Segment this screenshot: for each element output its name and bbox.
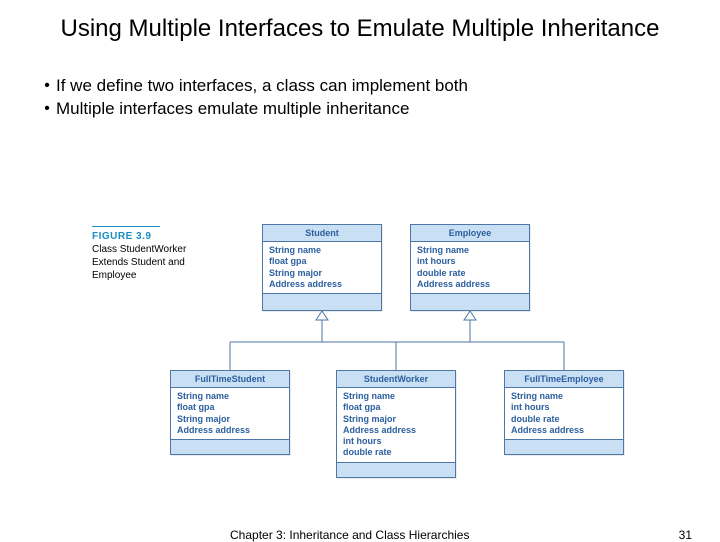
uml-class-name: StudentWorker [337, 371, 455, 388]
uml-attr: float gpa [269, 256, 375, 267]
uml-attr: Address address [269, 279, 375, 290]
uml-attr: String name [269, 245, 375, 256]
uml-attr: int hours [343, 436, 449, 447]
uml-attr: float gpa [343, 402, 449, 413]
uml-attr: String name [343, 391, 449, 402]
uml-diagram: StudentString namefloat gpaString majorA… [80, 220, 640, 500]
uml-class-name: Employee [411, 225, 529, 242]
uml-class-fulltimeemployee: FullTimeEmployeeString nameint hoursdoub… [504, 370, 624, 455]
bullet-dot: • [38, 76, 56, 97]
uml-attr: String major [343, 414, 449, 425]
bullet-text: Multiple interfaces emulate multiple inh… [56, 99, 409, 119]
uml-attr: String major [177, 414, 283, 425]
uml-class-ops [171, 440, 289, 454]
uml-attr: int hours [511, 402, 617, 413]
uml-attr: float gpa [177, 402, 283, 413]
uml-class-ops [505, 440, 623, 454]
bullet-item: • If we define two interfaces, a class c… [38, 76, 682, 97]
uml-attr: int hours [417, 256, 523, 267]
uml-attr: String name [511, 391, 617, 402]
uml-class-fulltimestudent: FullTimeStudentString namefloat gpaStrin… [170, 370, 290, 455]
bullet-dot: • [38, 99, 56, 120]
uml-class-studentworker: StudentWorkerString namefloat gpaString … [336, 370, 456, 478]
uml-class-employee: EmployeeString nameint hoursdouble rateA… [410, 224, 530, 311]
uml-class-name: FullTimeEmployee [505, 371, 623, 388]
uml-attr: Address address [511, 425, 617, 436]
uml-attr: double rate [511, 414, 617, 425]
uml-attr: double rate [343, 447, 449, 458]
uml-attr: Address address [177, 425, 283, 436]
uml-class-attrs: String namefloat gpaString majorAddress … [263, 242, 381, 294]
uml-class-attrs: String nameint hoursdouble rateAddress a… [411, 242, 529, 294]
uml-class-name: Student [263, 225, 381, 242]
uml-class-ops [263, 294, 381, 310]
uml-class-ops [337, 463, 455, 477]
bullet-text: If we define two interfaces, a class can… [56, 76, 468, 96]
uml-class-ops [411, 294, 529, 310]
uml-attr: String major [269, 268, 375, 279]
uml-class-student: StudentString namefloat gpaString majorA… [262, 224, 382, 311]
uml-class-attrs: String nameint hoursdouble rateAddress a… [505, 388, 623, 440]
uml-attr: Address address [417, 279, 523, 290]
uml-attr: String name [177, 391, 283, 402]
uml-attr: Address address [343, 425, 449, 436]
bullet-item: • Multiple interfaces emulate multiple i… [38, 99, 682, 120]
uml-class-name: FullTimeStudent [171, 371, 289, 388]
uml-attr: double rate [417, 268, 523, 279]
page-title: Using Multiple Interfaces to Emulate Mul… [0, 0, 720, 54]
uml-class-attrs: String namefloat gpaString majorAddress … [171, 388, 289, 440]
uml-class-attrs: String namefloat gpaString majorAddress … [337, 388, 455, 463]
bullet-list: • If we define two interfaces, a class c… [0, 54, 720, 132]
uml-attr: String name [417, 245, 523, 256]
